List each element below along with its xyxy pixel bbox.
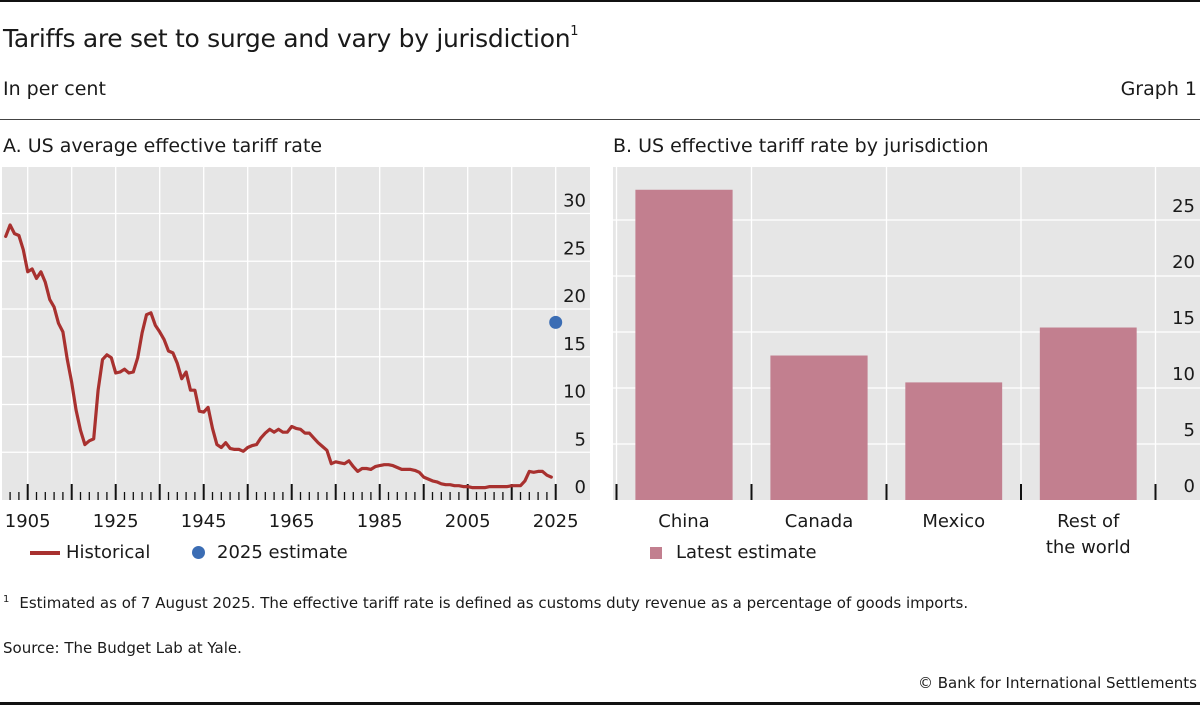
x-tick-label: 2005 [445,511,491,532]
panel-b-plot: China Canada Mexico Rest of the world 0 5 10 15 2… [613,167,1200,558]
legend-dot-swatch [192,546,205,559]
y-tick-label: 25 [1172,196,1195,217]
y-tick-label: 30 [563,191,586,212]
bar-rest-of-the-world [1039,327,1137,500]
x-tick-label: 1985 [357,511,403,532]
footnote-marker: 1 [3,594,10,605]
x-tick-label: 1965 [269,511,315,532]
graph-title: Tariffs are set to surge and vary by jur… [3,23,579,53]
legend-bar-swatch [650,546,662,559]
legend-estimate-label: 2025 estimate [217,542,348,563]
x-tick-label: 2025 [533,511,579,532]
panel-b-title: B. US effective tariff rate by jurisdict… [613,135,989,157]
x-tick-label: 1945 [181,511,227,532]
y-tick-label: 25 [563,238,586,259]
y-tick-label: 15 [1172,308,1195,329]
y-tick-label: 15 [563,334,586,355]
legend-estimate: 2025 estimate [192,542,348,563]
legend-historical-label: Historical [66,542,151,563]
graph-title-text: Tariffs are set to surge and vary by jur… [3,24,571,53]
source-note: Source: The Budget Lab at Yale. [3,639,242,657]
y-tick-label: 20 [563,286,586,307]
y-tick-label: 0 [575,477,586,498]
panel-a-background [2,167,590,500]
bar-mexico [905,382,1003,500]
legend-latest-label: Latest estimate [676,542,817,563]
panel-a-title: A. US average effective tariff rate [3,135,323,157]
x-tick-label: 1905 [5,511,51,532]
x-tick-label: Mexico [922,511,985,532]
x-tick-label: the world [1046,537,1131,558]
graph-subtitle: In per cent [3,78,106,100]
y-tick-label: 0 [1184,476,1195,497]
footnote-text: Estimated as of 7 August 2025. The effec… [19,594,969,612]
bar-canada [770,355,868,500]
copyright: © Bank for International Settlements [917,674,1197,692]
bar-china [635,189,733,500]
x-tick-label: Rest of [1057,511,1120,532]
y-tick-label: 5 [1184,420,1195,441]
title-footnote-marker: 1 [570,23,579,39]
historical-line [4,223,553,490]
legend-line-swatch [30,550,60,555]
top-rule [0,0,1200,2]
x-tick-label: 1925 [93,511,139,532]
y-tick-label: 10 [1172,364,1195,385]
legend-latest-estimate: Latest estimate [650,542,817,563]
legend-historical: Historical [30,542,150,563]
bottom-rule [0,702,1200,705]
graph-number: Graph 1 [1120,78,1197,100]
x-tick-label: Canada [785,511,854,532]
x-tick-label: China [658,511,709,532]
header-rule [0,119,1200,120]
y-tick-label: 10 [563,382,586,403]
y-tick-label: 5 [575,429,586,450]
y-tick-label: 20 [1172,252,1195,273]
estimate-2025-point [549,315,563,329]
footnote: 1 Estimated as of 7 August 2025. The effe… [3,594,968,612]
